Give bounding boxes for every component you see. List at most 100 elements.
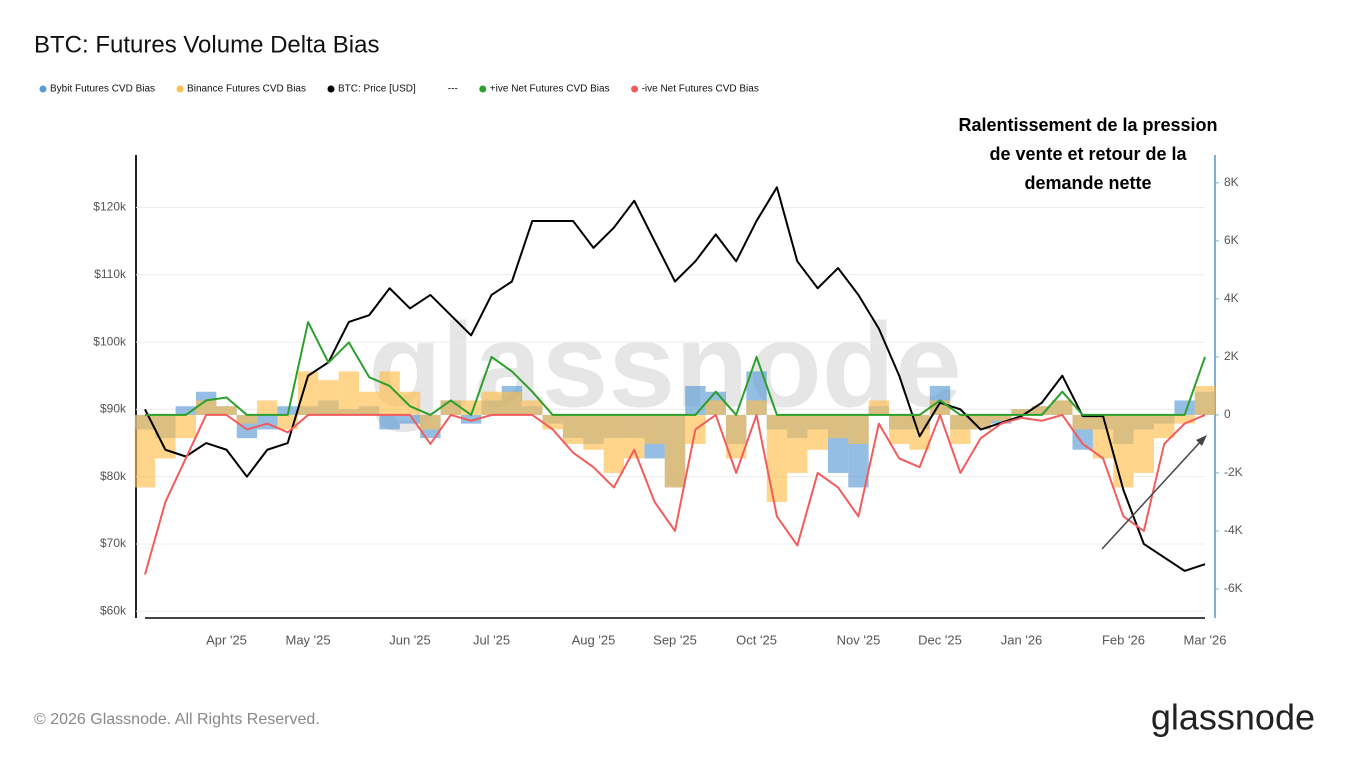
- bar: [399, 391, 421, 415]
- bar: [1092, 414, 1114, 459]
- annotation: de vente et retour de la: [989, 144, 1187, 164]
- x-tick-label: Oct '25: [736, 632, 777, 647]
- x-tick-label: Sep '25: [653, 632, 697, 647]
- x-tick-label: Apr '25: [206, 632, 247, 647]
- legend-label: ---: [448, 84, 458, 95]
- bar: [522, 400, 543, 415]
- bar: [1031, 406, 1053, 415]
- annotation: demande nette: [1024, 173, 1151, 193]
- legend-marker: [176, 85, 184, 93]
- x-tick-label: Dec '25: [918, 632, 962, 647]
- bar: [624, 414, 645, 459]
- bar: [990, 414, 1012, 421]
- bar: [1174, 400, 1195, 415]
- bar: [1011, 409, 1032, 415]
- y-tick-label: $60k: [100, 603, 127, 617]
- bar: [766, 414, 788, 502]
- y2-tick-label: 2K: [1224, 349, 1239, 363]
- annotation: Ralentissement de la pression: [958, 115, 1217, 135]
- bar: [236, 414, 258, 424]
- bar: [501, 391, 523, 415]
- bar: [175, 414, 196, 439]
- bar: [318, 380, 339, 415]
- y-tick-label: $90k: [100, 402, 127, 416]
- legend-label: -ive Net Futures CVD Bias: [642, 84, 759, 95]
- bar: [297, 371, 319, 415]
- bar: [542, 414, 563, 430]
- bar: [1072, 414, 1093, 430]
- y2-tick-label: 8K: [1224, 175, 1239, 189]
- legend-label: BTC: Price [USD]: [338, 84, 416, 95]
- legend-label: Bybit Futures CVD Bias: [50, 84, 155, 95]
- bar: [257, 400, 278, 415]
- bar: [359, 391, 380, 415]
- bar: [481, 391, 502, 415]
- bar: [827, 414, 849, 439]
- y-tick-label: $120k: [93, 200, 127, 214]
- bar: [216, 406, 237, 415]
- bar: [1133, 414, 1155, 473]
- y-tick-label: $70k: [100, 536, 127, 550]
- x-tick-label: Jan '26: [1001, 632, 1043, 647]
- x-tick-label: Jun '25: [389, 632, 431, 647]
- bar: [685, 385, 706, 415]
- bar: [950, 414, 971, 444]
- arrow-head: [1196, 435, 1207, 446]
- bar: [338, 371, 360, 415]
- bar: [644, 414, 665, 444]
- legend-marker: [479, 85, 487, 93]
- bar: [664, 414, 686, 488]
- x-tick-label: Mar '26: [1184, 632, 1227, 647]
- bar: [399, 414, 421, 424]
- annotation-arrow: [1101, 439, 1203, 550]
- bar: [848, 414, 869, 444]
- y2-tick-label: -4K: [1224, 523, 1243, 537]
- bar: [868, 400, 890, 415]
- bar: [155, 414, 176, 459]
- bar: [440, 400, 461, 415]
- bar: [909, 414, 930, 450]
- x-tick-label: Nov '25: [837, 632, 881, 647]
- bar: [460, 414, 482, 424]
- legend-marker: [39, 85, 47, 93]
- y2-tick-label: -6K: [1224, 581, 1243, 595]
- legend-marker: [327, 85, 335, 93]
- bar: [746, 400, 767, 415]
- bar: [562, 414, 584, 444]
- bar: [807, 414, 828, 450]
- bar: [583, 414, 604, 450]
- bar: [603, 414, 625, 473]
- bar: [1113, 414, 1134, 488]
- bar: [725, 414, 747, 459]
- bar: [705, 400, 726, 415]
- bar: [195, 400, 217, 415]
- legend-label: +ive Net Futures CVD Bias: [490, 84, 610, 95]
- y2-tick-label: -2K: [1224, 465, 1243, 479]
- bar: [1154, 414, 1175, 439]
- y-tick-label: $110k: [94, 267, 127, 281]
- bar: [420, 414, 441, 430]
- line: [144, 413, 1206, 575]
- bar: [1052, 400, 1073, 415]
- line: [144, 186, 1206, 572]
- y2-tick-label: 6K: [1224, 233, 1239, 247]
- y2-tick-label: 0: [1224, 407, 1231, 421]
- y-tick-label: $100k: [93, 334, 127, 348]
- x-tick-label: Aug '25: [572, 632, 616, 647]
- logo: glassnode: [1151, 697, 1315, 738]
- bar: [787, 414, 808, 473]
- bar: [379, 371, 400, 415]
- bar: [175, 406, 196, 415]
- bar: [134, 414, 156, 488]
- chart-title: BTC: Futures Volume Delta Bias: [34, 31, 379, 58]
- x-tick-label: Feb '26: [1102, 632, 1145, 647]
- y-tick-label: $80k: [100, 469, 127, 483]
- legend-label: Binance Futures CVD Bias: [187, 84, 306, 95]
- x-tick-label: May '25: [286, 632, 331, 647]
- legend-marker: [631, 85, 639, 93]
- x-tick-label: Jul '25: [473, 632, 510, 647]
- y2-tick-label: 4K: [1224, 291, 1239, 305]
- line: [145, 321, 1206, 416]
- bar: [1194, 385, 1216, 415]
